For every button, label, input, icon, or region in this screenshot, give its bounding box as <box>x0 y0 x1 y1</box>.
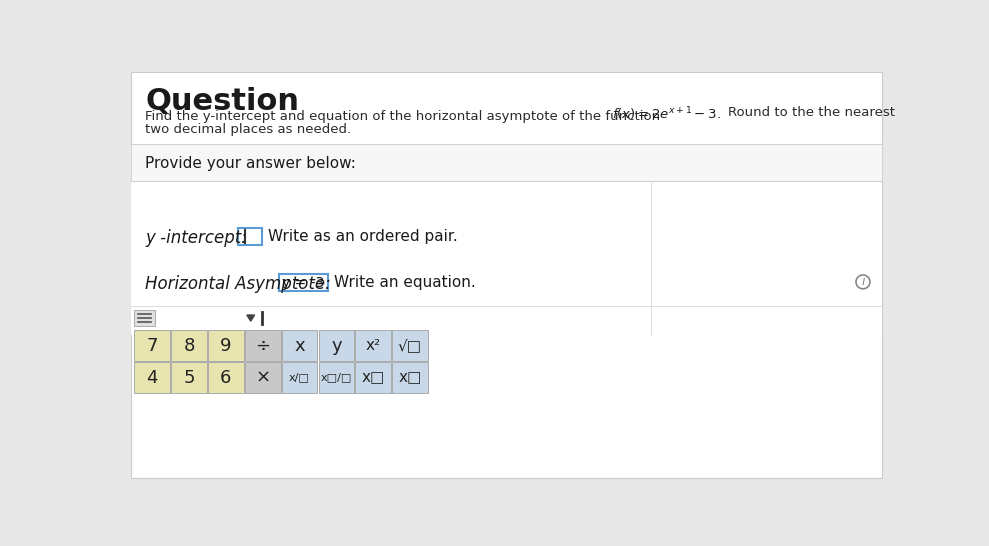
Text: x□/□: x□/□ <box>320 373 352 383</box>
Text: 8: 8 <box>183 337 195 355</box>
Text: x□: x□ <box>399 370 421 385</box>
Text: 9: 9 <box>221 337 231 355</box>
Text: Write an equation.: Write an equation. <box>334 275 476 290</box>
Bar <box>135 330 170 361</box>
Bar <box>132 181 881 335</box>
Text: x/□: x/□ <box>289 373 310 383</box>
Text: $f(x) = 2e^{x+1} - 3.$: $f(x) = 2e^{x+1} - 3.$ <box>612 105 721 123</box>
Bar <box>318 330 354 361</box>
Text: Round to the the nearest: Round to the the nearest <box>728 105 895 118</box>
Bar <box>171 330 207 361</box>
Bar <box>279 274 328 291</box>
Text: Horizontal Asymptote:: Horizontal Asymptote: <box>145 275 331 293</box>
Bar <box>318 363 354 393</box>
Text: x: x <box>295 337 305 355</box>
Bar <box>171 363 207 393</box>
Text: Write as an ordered pair.: Write as an ordered pair. <box>268 229 458 244</box>
Bar <box>245 363 281 393</box>
Bar <box>132 144 881 181</box>
Text: ×: × <box>255 369 270 387</box>
Text: 5: 5 <box>183 369 195 387</box>
Text: 6: 6 <box>221 369 231 387</box>
Polygon shape <box>247 315 254 321</box>
Bar <box>393 330 428 361</box>
Text: √□: √□ <box>398 339 422 353</box>
Bar <box>135 363 170 393</box>
Text: i: i <box>861 275 864 288</box>
Text: y: y <box>331 337 341 355</box>
Text: y = -3: y = -3 <box>282 276 324 290</box>
Text: x□: x□ <box>362 370 385 385</box>
Bar <box>238 228 261 245</box>
Bar <box>208 363 243 393</box>
Bar <box>282 330 317 361</box>
Bar <box>208 330 243 361</box>
Bar <box>245 330 281 361</box>
Bar <box>355 330 391 361</box>
Text: 4: 4 <box>146 369 158 387</box>
Text: 7: 7 <box>146 337 158 355</box>
Bar <box>355 363 391 393</box>
Bar <box>393 363 428 393</box>
Text: x²: x² <box>366 339 381 353</box>
Text: ÷: ÷ <box>255 337 270 355</box>
Text: two decimal places as needed.: two decimal places as needed. <box>145 122 351 135</box>
Bar <box>282 363 317 393</box>
Text: Find the y-intercept and equation of the horizontal asymptote of the function: Find the y-intercept and equation of the… <box>145 110 661 123</box>
Bar <box>135 310 154 326</box>
Text: Provide your answer below:: Provide your answer below: <box>145 156 356 171</box>
Text: Question: Question <box>145 87 300 116</box>
Text: y -intercept:: y -intercept: <box>145 229 247 247</box>
